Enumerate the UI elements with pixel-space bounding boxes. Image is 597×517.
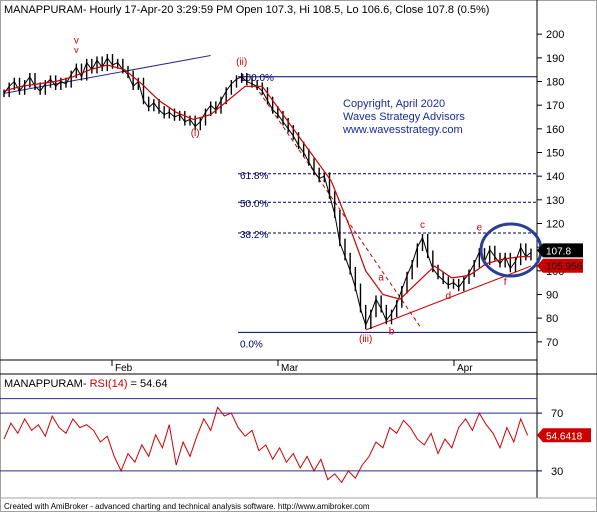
price-axis-label: 160: [546, 124, 564, 136]
rsi-level-lines: [0, 398, 537, 472]
rsi-axis-label: 30: [551, 466, 563, 478]
price-badge-label: 105.956: [546, 262, 583, 273]
fibonacci-levels: 100.0% 61.8% 50.0% 38.2% 0.0%: [238, 73, 537, 350]
wave-label: b: [389, 327, 395, 338]
price-axis-label: 120: [546, 218, 564, 230]
fib-level-label: 0.0%: [240, 339, 263, 350]
rsi-badge-label: 54.6418: [546, 431, 583, 442]
rsi-title: MANAPPURAM- RSI(14) = 54.64: [4, 378, 168, 390]
price-axis-label: 190: [546, 53, 564, 65]
price-axis-label: 150: [546, 148, 564, 160]
wave-label: (ii): [236, 57, 247, 68]
fib-level-label: 38.2%: [240, 230, 268, 241]
date-axis-label: Feb: [115, 363, 133, 374]
wave-label: e: [477, 223, 483, 234]
rsi-line: [3, 406, 529, 484]
moving-average-line: [3, 64, 532, 300]
company-text: Waves Strategy Advisors: [343, 111, 465, 123]
price-axis-label: 200: [546, 29, 564, 41]
date-axis-label: Mar: [281, 363, 299, 374]
website-text: www.wavesstrategy.com: [342, 124, 463, 136]
price-axis-label: 70: [546, 337, 558, 349]
rsi-axis-label: 70: [551, 408, 563, 420]
rsi-series: [3, 406, 529, 484]
rsi-badge: 54.6418: [537, 428, 591, 443]
copyright-text: Copyright, April 2020: [343, 98, 445, 110]
wave-marker: v: [74, 45, 79, 55]
moving-average-series: [3, 64, 532, 300]
chart-title: MANAPPURAM- Hourly 17-Apr-20 3:29:59 PM …: [4, 4, 489, 16]
rsi-axis: 30 70: [537, 408, 563, 478]
wave-label: f: [504, 277, 507, 288]
price-axis-label: 90: [546, 289, 558, 301]
wave-label: (iii): [359, 334, 372, 345]
price-badges: 107.8 105.956: [537, 243, 583, 273]
price-axis-label: 80: [546, 313, 558, 325]
price-badge-label: 107.8: [546, 246, 571, 257]
wave-label: c: [420, 220, 425, 231]
footer-credit: Created with AmiBroker - advanced charti…: [4, 502, 370, 511]
price-axis-label: 170: [546, 100, 564, 112]
trendline: [3, 55, 211, 94]
wave-label: a: [378, 272, 384, 283]
rsi-badge-shape: [537, 428, 591, 443]
wave-label: v: [74, 36, 79, 47]
price-badge-shape: [537, 243, 583, 258]
fib-level-label: 100.0%: [240, 73, 274, 84]
price-axis-label: 180: [546, 77, 564, 89]
wave-labels: v (i) (ii) (iii) a b c d e f v: [74, 36, 507, 345]
price-badge-shape: [537, 258, 583, 273]
date-axis-label: Apr: [457, 363, 473, 374]
price-axis-label: 140: [546, 171, 564, 183]
fib-level-label: 61.8%: [240, 171, 268, 182]
wave-label: (i): [191, 128, 200, 139]
price-axis-label: 130: [546, 195, 564, 207]
wave-label: d: [446, 291, 452, 302]
fib-level-label: 50.0%: [240, 199, 268, 210]
date-axis: Feb Mar Apr: [111, 360, 473, 374]
